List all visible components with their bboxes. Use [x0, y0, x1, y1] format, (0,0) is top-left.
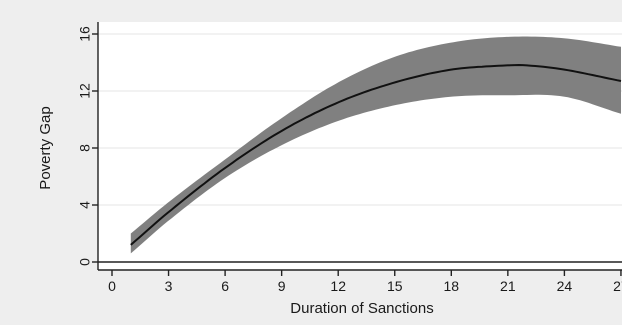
x-tick-labels: 0 3 6 9 12 15 18 21 24 27 — [108, 278, 622, 294]
y-tick-label: 0 — [77, 258, 93, 266]
x-tick-label: 27 — [613, 278, 622, 294]
x-tick-label: 0 — [108, 278, 116, 294]
y-tick-label: 16 — [77, 26, 93, 42]
x-axis-title: Duration of Sanctions — [290, 300, 433, 317]
x-tick-label: 6 — [221, 278, 229, 294]
x-tick-label: 3 — [165, 278, 173, 294]
x-tick-label: 21 — [500, 278, 516, 294]
x-tick-label: 12 — [330, 278, 346, 294]
y-tick-label: 12 — [77, 83, 93, 99]
y-tick-label: 4 — [77, 201, 93, 209]
confidence-band — [130, 36, 622, 254]
axes — [92, 22, 622, 276]
poverty-gap-line — [130, 63, 622, 246]
x-tick-label: 9 — [278, 278, 286, 294]
y-tick-labels: 0 4 8 12 16 — [77, 26, 93, 266]
x-tick-label: 18 — [444, 278, 460, 294]
y-tick-label: 8 — [77, 144, 93, 152]
y-axis-title: Poverty Gap — [37, 106, 54, 189]
x-tick-label: 15 — [387, 278, 403, 294]
x-tick-label: 24 — [557, 278, 573, 294]
